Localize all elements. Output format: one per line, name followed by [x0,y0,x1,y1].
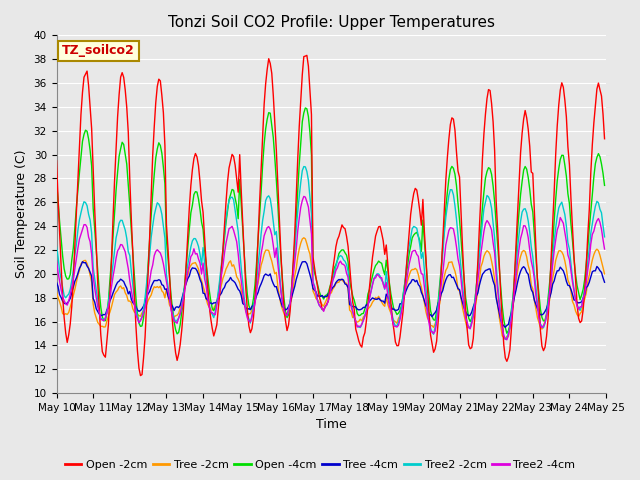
Text: TZ_soilco2: TZ_soilco2 [62,44,135,57]
Title: Tonzi Soil CO2 Profile: Upper Temperatures: Tonzi Soil CO2 Profile: Upper Temperatur… [168,15,495,30]
Y-axis label: Soil Temperature (C): Soil Temperature (C) [15,150,28,278]
Legend: Open -2cm, Tree -2cm, Open -4cm, Tree -4cm, Tree2 -2cm, Tree2 -4cm: Open -2cm, Tree -2cm, Open -4cm, Tree -4… [60,456,580,474]
X-axis label: Time: Time [316,419,347,432]
